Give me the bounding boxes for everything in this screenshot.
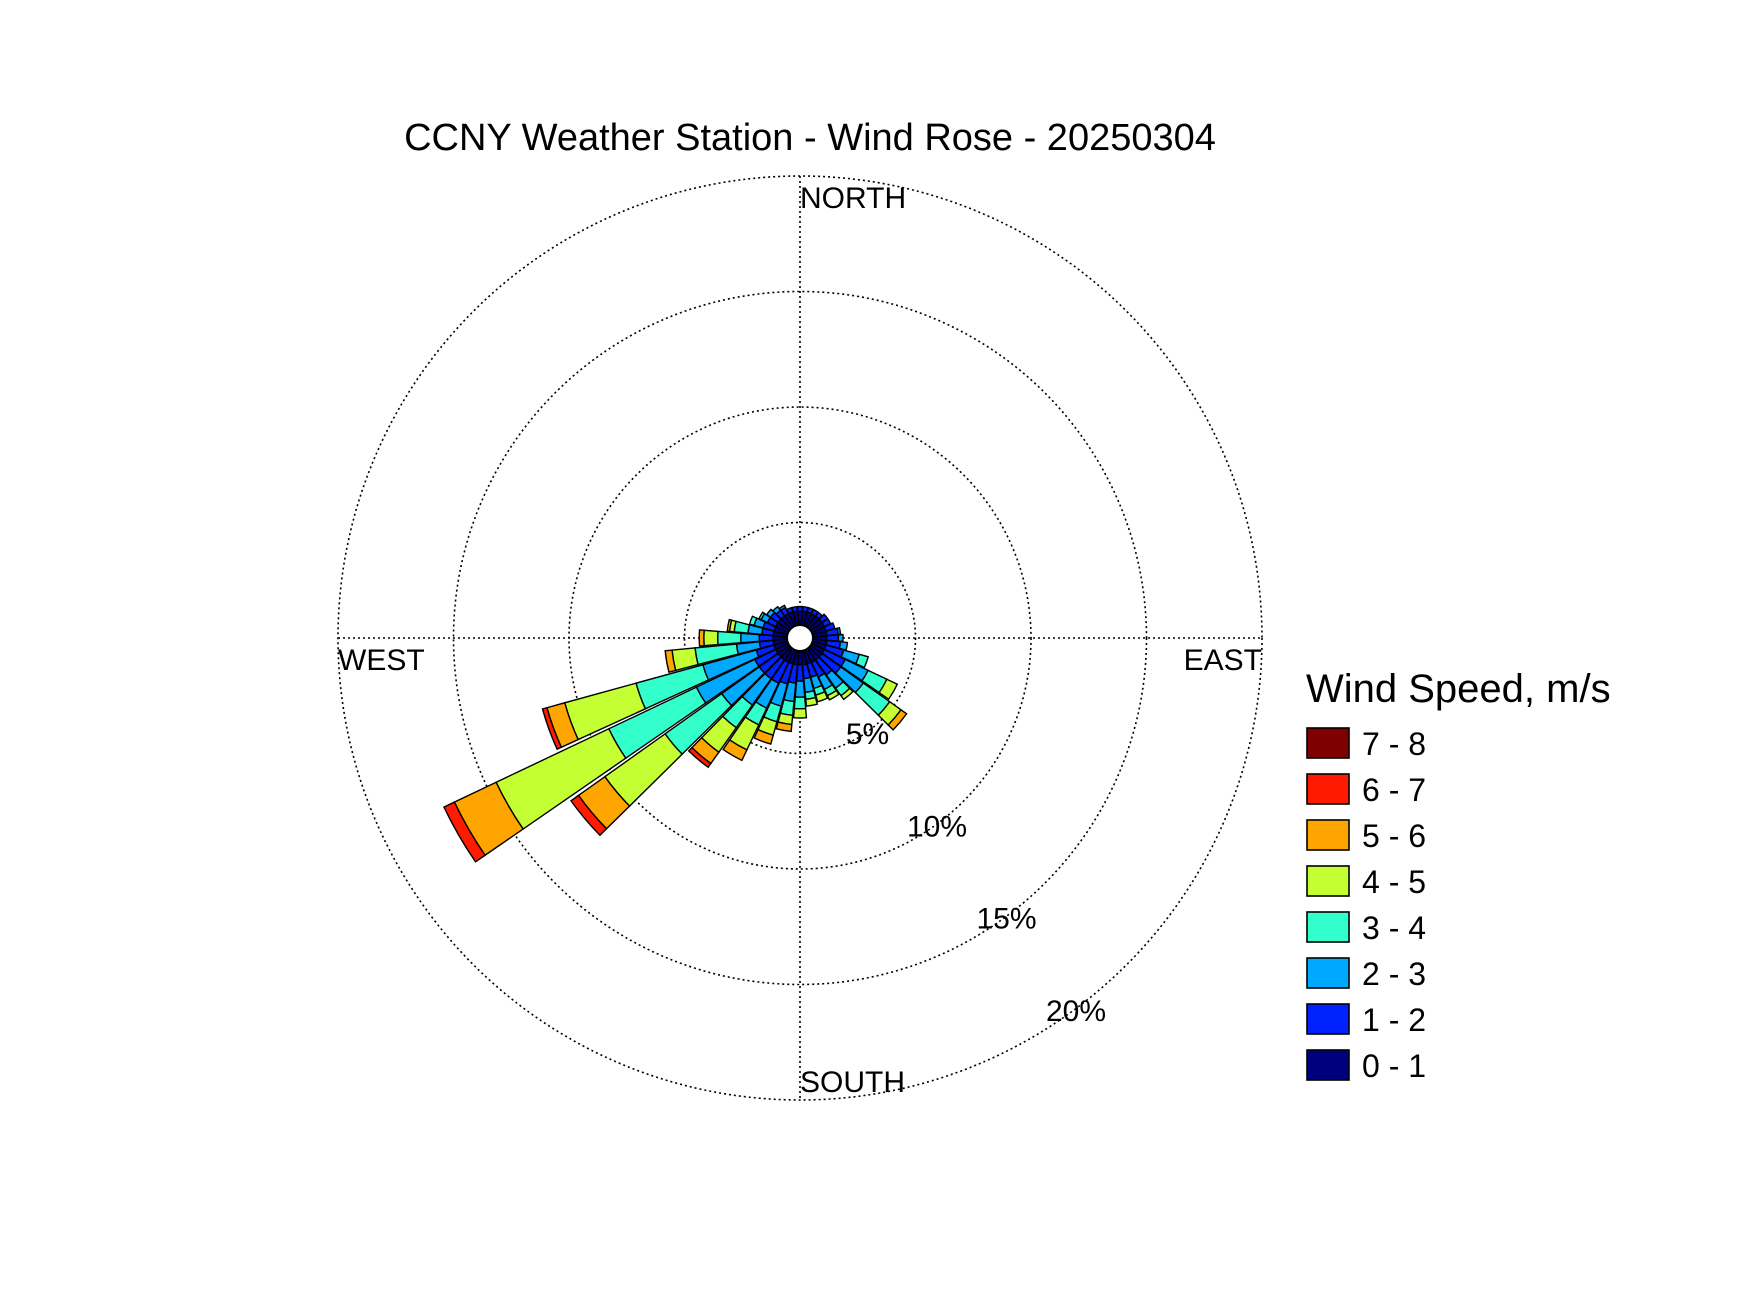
sector-180-bin-3 (793, 696, 807, 710)
ring-label-5: 5% (846, 718, 889, 751)
sector-290-bin-3 (748, 615, 758, 627)
sector-210-bin-5 (722, 738, 748, 762)
sector-240-bin-6 (443, 801, 487, 863)
sector-150-bin-4 (826, 689, 840, 701)
sector-300-bin-3 (758, 611, 766, 621)
direction-label-west: WEST (338, 644, 425, 677)
sector-270-bin-2 (740, 632, 761, 644)
direction-label-south: SOUTH (800, 1066, 905, 1099)
ring-labels: 5% 10% 15% 20% (846, 718, 1106, 1028)
legend-label: 5 - 6 (1362, 818, 1426, 854)
legend-label: 1 - 2 (1362, 1002, 1426, 1038)
sector-260-bin-5 (664, 649, 677, 673)
sector-320-bin-2 (772, 605, 782, 615)
legend-swatch (1306, 957, 1350, 989)
legend-swatch (1306, 1049, 1350, 1081)
sector-200-bin-5 (753, 728, 775, 745)
sector-270-bin-3 (717, 630, 742, 646)
legend-label: 6 - 7 (1362, 772, 1426, 808)
sector-310-bin-2 (765, 608, 776, 619)
grid-ring-15 (452, 290, 1148, 986)
sector-330-bin-2 (778, 604, 787, 612)
sector-270-bin-5 (698, 629, 705, 647)
legend-label: 7 - 8 (1362, 726, 1426, 762)
wind-sectors (443, 604, 908, 863)
sector-90-bin-2 (837, 633, 844, 643)
sector-80-bin-2 (836, 626, 842, 636)
legend-label: 4 - 5 (1362, 864, 1426, 900)
sector-280-bin-3 (733, 620, 751, 634)
sector-220-bin-6 (687, 746, 712, 769)
legend-swatch (1306, 773, 1350, 805)
sector-130-bin-5 (887, 708, 908, 731)
sector-280-bin-5 (726, 618, 733, 633)
sector-350-bin-1 (791, 605, 799, 613)
legend-swatch (1306, 865, 1350, 897)
sector-0-bin-1 (796, 605, 804, 612)
direction-label-north: NORTH (800, 182, 906, 215)
legend: 7 - 8 6 - 7 5 - 6 4 - 5 3 - 4 2 - 3 1 - 2 0 - 1 (1306, 726, 1426, 1084)
sector-190-bin-5 (775, 721, 793, 733)
ring-label-20: 20% (1046, 995, 1106, 1028)
sector-230-bin-6 (570, 794, 608, 837)
sector-110-bin-3 (854, 653, 870, 669)
ring-label-15: 15% (977, 903, 1037, 936)
sector-180-bin-4 (792, 707, 808, 719)
legend-label: 3 - 4 (1362, 910, 1426, 946)
sector-270-bin-4 (703, 629, 719, 647)
sector-160-bin-4 (814, 690, 829, 703)
legend-swatch (1306, 911, 1350, 943)
legend-label: 0 - 1 (1362, 1048, 1426, 1084)
sector-180-bin-2 (794, 680, 806, 698)
legend-swatch (1306, 727, 1350, 759)
grid-ring-5 (683, 521, 917, 755)
ring-label-10: 10% (907, 810, 967, 843)
legend-swatch (1306, 819, 1350, 851)
direction-label-east: EAST (1184, 644, 1262, 677)
legend-label: 2 - 3 (1362, 956, 1426, 992)
sector-120-bin-4 (878, 678, 899, 701)
sector-250-bin-6 (541, 706, 563, 751)
legend-swatch (1306, 1003, 1350, 1035)
sector-170-bin-4 (805, 696, 819, 707)
legend-title: Wind Speed, m/s (1306, 667, 1611, 711)
calm-center-circle (786, 624, 814, 652)
sector-140-bin-4 (840, 687, 854, 701)
chart-title: CCNY Weather Station - Wind Rose - 20250… (404, 117, 1216, 159)
